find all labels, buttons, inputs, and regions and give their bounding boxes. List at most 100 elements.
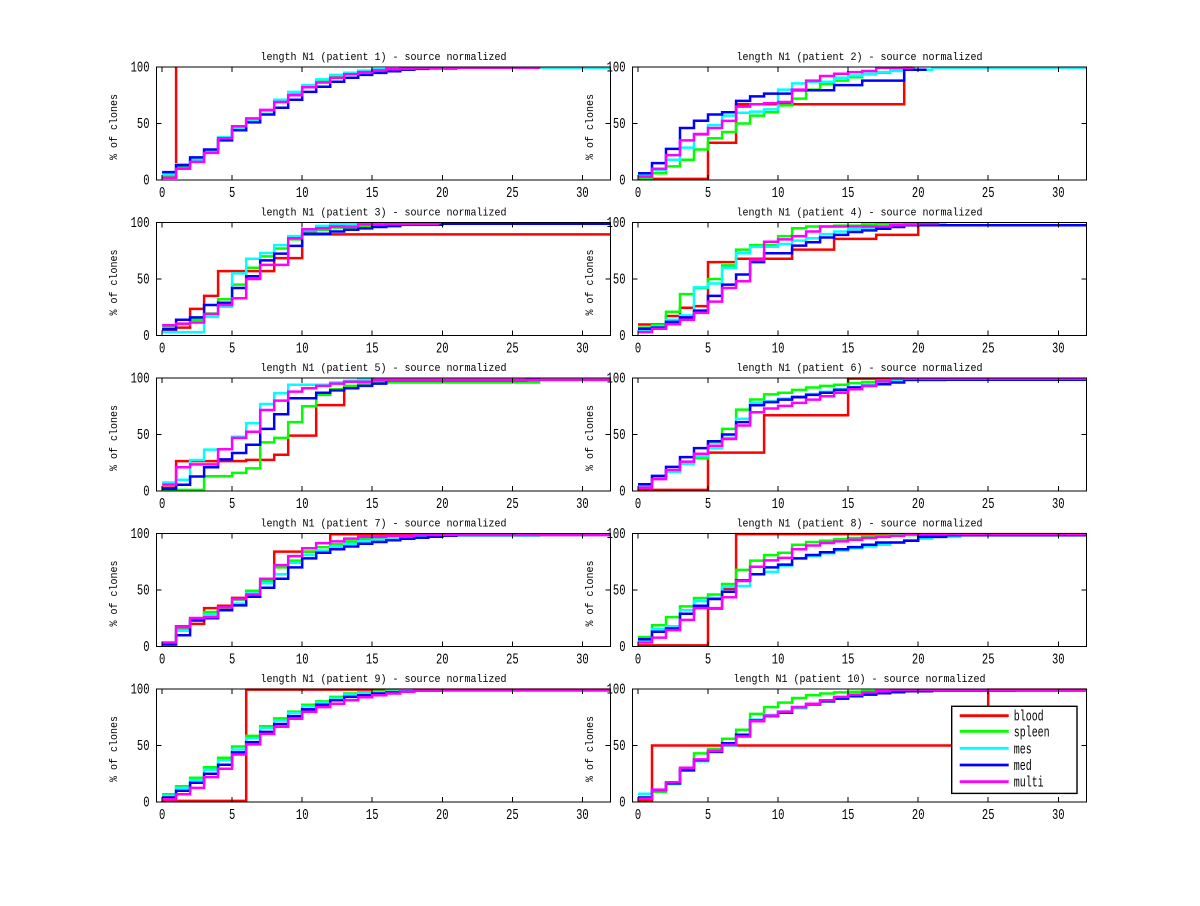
svg-text:% of clones: % of clones (109, 561, 121, 627)
svg-text:100: 100 (131, 61, 150, 77)
svg-text:% of clones: % of clones (585, 405, 597, 471)
svg-text:5: 5 (705, 186, 711, 202)
svg-text:100: 100 (607, 372, 626, 388)
svg-text:0: 0 (619, 640, 625, 656)
svg-text:100: 100 (607, 61, 626, 77)
svg-text:length N1 (patient 4) - source: length N1 (patient 4) - source normalize… (737, 208, 983, 220)
svg-text:20: 20 (436, 497, 449, 513)
svg-text:0: 0 (143, 640, 149, 656)
svg-text:20: 20 (912, 652, 925, 668)
svg-text:% of clones: % of clones (109, 94, 121, 160)
svg-text:25: 25 (506, 652, 519, 668)
svg-text:100: 100 (131, 372, 150, 388)
svg-text:0: 0 (635, 186, 641, 202)
svg-text:0: 0 (143, 329, 149, 345)
svg-text:20: 20 (912, 808, 925, 824)
svg-text:50: 50 (137, 117, 150, 133)
svg-text:30: 30 (1052, 808, 1065, 824)
svg-text:5: 5 (229, 808, 235, 824)
svg-text:50: 50 (137, 584, 150, 600)
svg-text:0: 0 (159, 652, 165, 668)
svg-text:10: 10 (772, 808, 785, 824)
svg-text:50: 50 (137, 739, 150, 755)
svg-text:5: 5 (229, 497, 235, 513)
svg-text:25: 25 (982, 186, 995, 202)
svg-text:0: 0 (619, 174, 625, 190)
svg-text:100: 100 (607, 216, 626, 232)
svg-text:length N1 (patient 2) - source: length N1 (patient 2) - source normalize… (737, 52, 983, 64)
svg-text:50: 50 (137, 428, 150, 444)
svg-text:100: 100 (607, 527, 626, 543)
svg-text:15: 15 (366, 808, 379, 824)
svg-text:10: 10 (296, 186, 309, 202)
svg-text:length N1 (patient 10) - sourc: length N1 (patient 10) - source normaliz… (734, 674, 986, 686)
svg-text:30: 30 (1052, 341, 1065, 357)
svg-text:30: 30 (576, 497, 589, 513)
svg-text:25: 25 (982, 652, 995, 668)
svg-text:10: 10 (296, 497, 309, 513)
svg-text:30: 30 (576, 808, 589, 824)
svg-text:10: 10 (772, 186, 785, 202)
svg-text:% of clones: % of clones (109, 716, 121, 782)
svg-text:30: 30 (1052, 652, 1065, 668)
svg-text:100: 100 (607, 683, 626, 699)
svg-text:100: 100 (131, 216, 150, 232)
svg-text:0: 0 (159, 808, 165, 824)
svg-text:30: 30 (1052, 186, 1065, 202)
svg-text:50: 50 (137, 273, 150, 289)
svg-text:0: 0 (159, 497, 165, 513)
svg-text:30: 30 (1052, 497, 1065, 513)
svg-text:blood: blood (1014, 710, 1044, 726)
svg-text:5: 5 (705, 652, 711, 668)
svg-text:25: 25 (506, 341, 519, 357)
svg-text:100: 100 (131, 683, 150, 699)
svg-text:15: 15 (842, 652, 855, 668)
svg-text:50: 50 (613, 117, 626, 133)
svg-text:20: 20 (912, 497, 925, 513)
svg-text:% of clones: % of clones (109, 405, 121, 471)
svg-text:% of clones: % of clones (585, 94, 597, 160)
svg-text:25: 25 (506, 808, 519, 824)
svg-text:100: 100 (131, 527, 150, 543)
svg-text:0: 0 (635, 652, 641, 668)
svg-text:length N1 (patient 8) - source: length N1 (patient 8) - source normalize… (737, 519, 983, 531)
svg-text:5: 5 (229, 186, 235, 202)
svg-text:50: 50 (613, 273, 626, 289)
svg-text:% of clones: % of clones (585, 716, 597, 782)
svg-text:multi: multi (1014, 776, 1044, 792)
svg-text:50: 50 (613, 584, 626, 600)
svg-text:% of clones: % of clones (585, 250, 597, 316)
svg-text:0: 0 (159, 341, 165, 357)
svg-text:5: 5 (229, 341, 235, 357)
svg-text:10: 10 (772, 497, 785, 513)
svg-text:5: 5 (229, 652, 235, 668)
svg-text:spleen: spleen (1014, 725, 1050, 741)
svg-text:30: 30 (576, 341, 589, 357)
svg-text:5: 5 (705, 341, 711, 357)
svg-text:50: 50 (613, 739, 626, 755)
svg-text:0: 0 (635, 341, 641, 357)
svg-text:0: 0 (143, 796, 149, 812)
svg-text:length N1 (patient 3) - source: length N1 (patient 3) - source normalize… (261, 208, 507, 220)
svg-text:5: 5 (705, 497, 711, 513)
svg-text:0: 0 (159, 186, 165, 202)
svg-text:15: 15 (366, 186, 379, 202)
svg-text:mes: mes (1014, 742, 1032, 758)
svg-text:length N1 (patient 7) - source: length N1 (patient 7) - source normalize… (261, 519, 507, 531)
svg-text:length N1 (patient 5) - source: length N1 (patient 5) - source normalize… (261, 363, 507, 375)
svg-text:15: 15 (842, 497, 855, 513)
svg-text:length N1 (patient 1) - source: length N1 (patient 1) - source normalize… (261, 52, 507, 64)
svg-text:% of clones: % of clones (109, 250, 121, 316)
svg-text:0: 0 (619, 796, 625, 812)
svg-text:0: 0 (619, 329, 625, 345)
svg-text:med: med (1014, 759, 1032, 775)
svg-text:15: 15 (366, 497, 379, 513)
svg-text:% of clones: % of clones (585, 561, 597, 627)
svg-text:20: 20 (436, 341, 449, 357)
svg-text:15: 15 (842, 186, 855, 202)
svg-text:0: 0 (143, 485, 149, 501)
svg-text:10: 10 (296, 341, 309, 357)
svg-text:15: 15 (366, 652, 379, 668)
svg-text:15: 15 (366, 341, 379, 357)
svg-text:20: 20 (912, 341, 925, 357)
